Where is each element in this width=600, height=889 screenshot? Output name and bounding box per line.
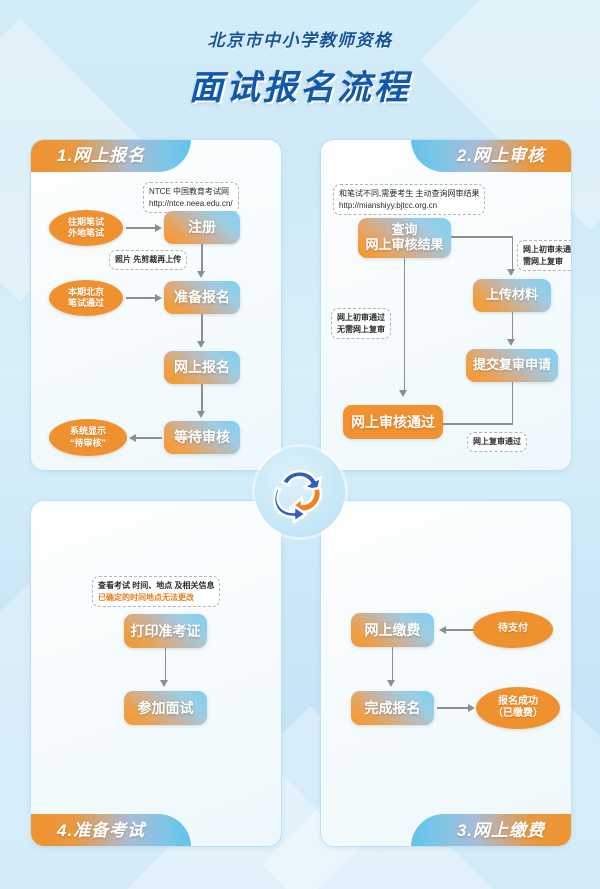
node-complete-registration[interactable]: 完成报名 [351, 691, 434, 725]
node-attend-interview[interactable]: 参加面试 [124, 691, 207, 725]
connector-pay-to-done [391, 647, 394, 683]
page-header: 北京市中小学教师资格 面试报名流程 [0, 26, 600, 109]
node-online-apply[interactable]: 网上报名 [164, 351, 240, 384]
arrow-down-icon [197, 341, 205, 348]
tab-section-3[interactable]: 3.网上缴费 [410, 814, 571, 846]
arrow-right-icon [155, 293, 162, 302]
connector-register-to-prepare [201, 244, 203, 274]
section-panel-prepare-exam: 4.准备考试 查看考试 时间、地点 及相关信息 已确定的时间地点无法更改 打印准… [30, 500, 282, 847]
node-query-review-result[interactable]: 查询 网上审核结果 [358, 218, 451, 258]
connector-apply-to-wait [201, 384, 203, 414]
tab-section-1[interactable]: 1.网上报名 [31, 140, 192, 172]
connector-query-branch-right [451, 236, 513, 238]
note-exam-info: 查看考试 时间、地点 及相关信息 已确定的时间地点无法更改 [92, 576, 221, 608]
ellipse-current-written-pass: 本期北京 笔试通过 [49, 280, 123, 316]
arrow-down-icon [197, 271, 205, 278]
connector-query-to-passed [403, 258, 406, 392]
arrow-down-icon [507, 269, 515, 276]
note-ntce-line2: http://ntce.neea.edu.cn/ [149, 198, 233, 208]
node-online-review-passed[interactable]: 网上审核通过 [343, 405, 443, 439]
node-submit-recheck[interactable]: 提交复审申请 [466, 349, 558, 382]
node-upload-materials[interactable]: 上传材料 [473, 279, 551, 312]
note-recheck-passed: 网上复审通过 [467, 432, 527, 452]
node-prepare-application[interactable]: 准备报名 [164, 281, 240, 314]
ellipse-system-pending: 系统显示 “待审核” [49, 419, 127, 456]
arrow-right-icon [468, 703, 475, 712]
connector-branch-down [511, 236, 514, 271]
section-panel-online-payment: 3.网上缴费 网上缴费 待支付 完成报名 报名成功 （已缴费） [320, 500, 572, 847]
connector-wait-to-status [134, 437, 162, 439]
note-exam-line2: 已确定的时间地点无法更改 [98, 592, 194, 602]
connector-prepare-to-apply [201, 314, 203, 344]
note-ntce-line1: NTCE 中国教育考试网 [149, 187, 229, 196]
section-panel-online-review: 2.网上审核 和笔试不同,需要考生 主动查询网审结果 http://miansh… [320, 139, 572, 471]
connector-pending-to-pay [445, 629, 477, 631]
ellipse-registration-success: 报名成功 （已缴费） [476, 687, 560, 729]
section-panel-online-registration: 1.网上报名 NTCE 中国教育考试网 http://ntce.neea.edu… [30, 139, 282, 471]
note-ntce-site: NTCE 中国教育考试网 http://ntce.neea.edu.cn/ [143, 182, 239, 214]
arrow-down-icon [399, 390, 407, 397]
note-exam-line1: 查看考试 时间、地点 及相关信息 [98, 581, 215, 590]
connector-done-to-success [437, 707, 469, 709]
arrow-down-icon [160, 680, 168, 687]
tab-section-4[interactable]: 4.准备考试 [31, 814, 192, 846]
connector-ticket-to-interview [164, 648, 167, 683]
ellipse-pending-payment: 待支付 [473, 611, 553, 648]
page-title: 面试报名流程 [189, 69, 411, 107]
tab-section-2[interactable]: 2.网上审核 [410, 140, 571, 172]
connector-current-to-prepare [126, 297, 156, 299]
connector-recheck-down [511, 382, 514, 424]
arrow-right-icon [155, 223, 162, 232]
note-photo-crop: 照片 先剪裁再上传 [109, 250, 188, 270]
arrow-down-icon [507, 339, 515, 346]
note-review-line1: 和笔试不同,需要考生 主动查询网审结果 [339, 189, 480, 198]
note-initial-review-failed: 网上初审未通过需网上复审 [517, 240, 571, 272]
connector-upload-to-review [511, 312, 514, 342]
ellipse-past-written-exam: 往期笔试 外地笔试 [49, 210, 123, 246]
page-subtitle: 北京市中小学教师资格 [207, 31, 393, 50]
connector-recheck-to-passed [429, 423, 513, 425]
center-cycle-badge [255, 447, 345, 537]
arrow-left-icon [129, 433, 136, 442]
note-initial-review-passed: 网上初审通过 无需网上复审 [331, 308, 391, 340]
note-review-line2: http://mianshiyy.bjtcc.org.cn [339, 200, 438, 210]
arrow-left-icon [439, 625, 446, 634]
note-review-site: 和笔试不同,需要考生 主动查询网审结果 http://mianshiyy.bjt… [333, 184, 486, 216]
node-print-admission-ticket[interactable]: 打印准考证 [124, 614, 207, 648]
node-online-payment[interactable]: 网上缴费 [351, 613, 434, 647]
node-register[interactable]: 注册 [164, 211, 240, 244]
node-wait-review[interactable]: 等待审核 [164, 421, 240, 454]
arrow-down-icon [387, 680, 395, 687]
refresh-cycle-icon [272, 469, 323, 524]
connector-past-to-register [126, 227, 156, 229]
arrow-down-icon [197, 411, 205, 418]
